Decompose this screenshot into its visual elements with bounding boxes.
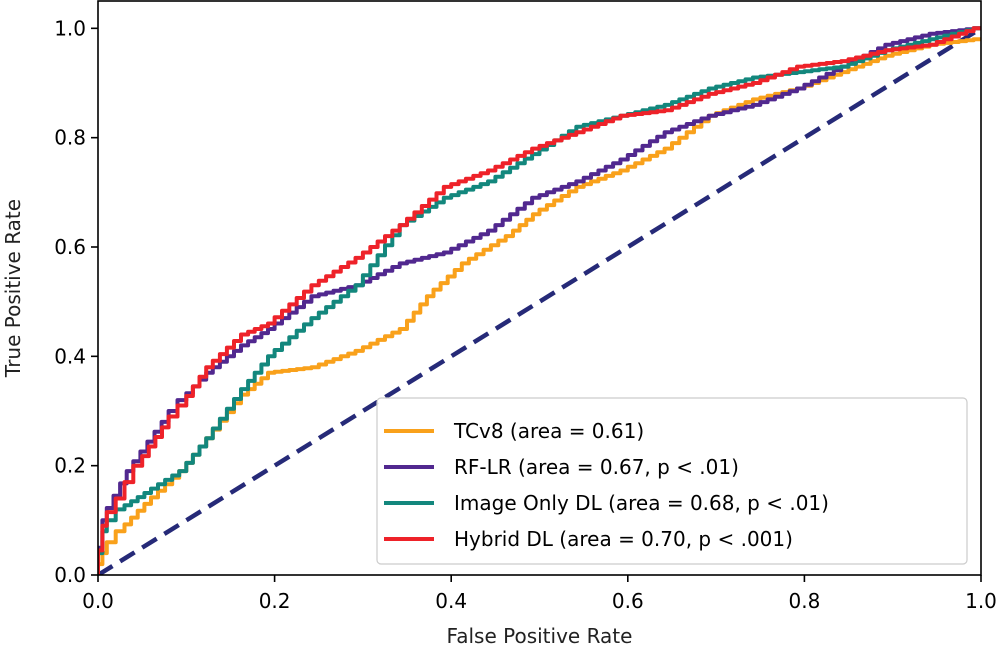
chance-reference-line [98, 26, 981, 575]
legend-label: Image Only DL (area = 0.68, p < .01) [454, 491, 829, 515]
y-tick-label: 0.4 [54, 344, 86, 368]
axes-frame [97, 0, 982, 576]
legend-label: RF-LR (area = 0.67, p < .01) [454, 455, 739, 479]
y-tick-label: 0.2 [54, 454, 86, 478]
y-axis-ticks: 0.0 0.2 0.4 0.6 0.8 1.0 [54, 16, 98, 587]
y-tick-label: 0.0 [54, 563, 86, 587]
x-tick-label: 0.4 [435, 589, 467, 613]
legend: TCv8 (area = 0.61) RF-LR (area = 0.67, p … [376, 397, 968, 565]
legend-entry: TCv8 (area = 0.61) [384, 419, 644, 443]
y-axis-label: True Positive Rate [1, 199, 25, 378]
x-tick-label: 0.8 [788, 589, 820, 613]
legend-label: TCv8 (area = 0.61) [453, 419, 644, 443]
x-tick-label: 0.0 [82, 589, 114, 613]
x-tick-label: 0.2 [259, 589, 291, 613]
y-tick-label: 0.6 [54, 235, 86, 259]
series-line-1 [98, 26, 981, 575]
legend-entry: Hybrid DL (area = 0.70, p < .001) [384, 527, 793, 551]
legend-label: Hybrid DL (area = 0.70, p < .001) [454, 527, 793, 551]
y-tick-label: 0.8 [54, 126, 86, 150]
legend-entry: RF-LR (area = 0.67, p < .01) [384, 455, 739, 479]
series-line-3 [98, 26, 981, 575]
series-line-2 [98, 26, 981, 575]
x-axis-ticks: 0.0 0.2 0.4 0.6 0.8 1.0 [82, 575, 997, 613]
x-tick-label: 0.6 [612, 589, 644, 613]
x-axis-label: False Positive Rate [447, 624, 633, 648]
legend-box [376, 397, 968, 565]
x-tick-label: 1.0 [965, 589, 997, 613]
y-tick-label: 1.0 [54, 16, 86, 40]
series-layer [98, 26, 981, 575]
legend-entry: Image Only DL (area = 0.68, p < .01) [384, 491, 829, 515]
